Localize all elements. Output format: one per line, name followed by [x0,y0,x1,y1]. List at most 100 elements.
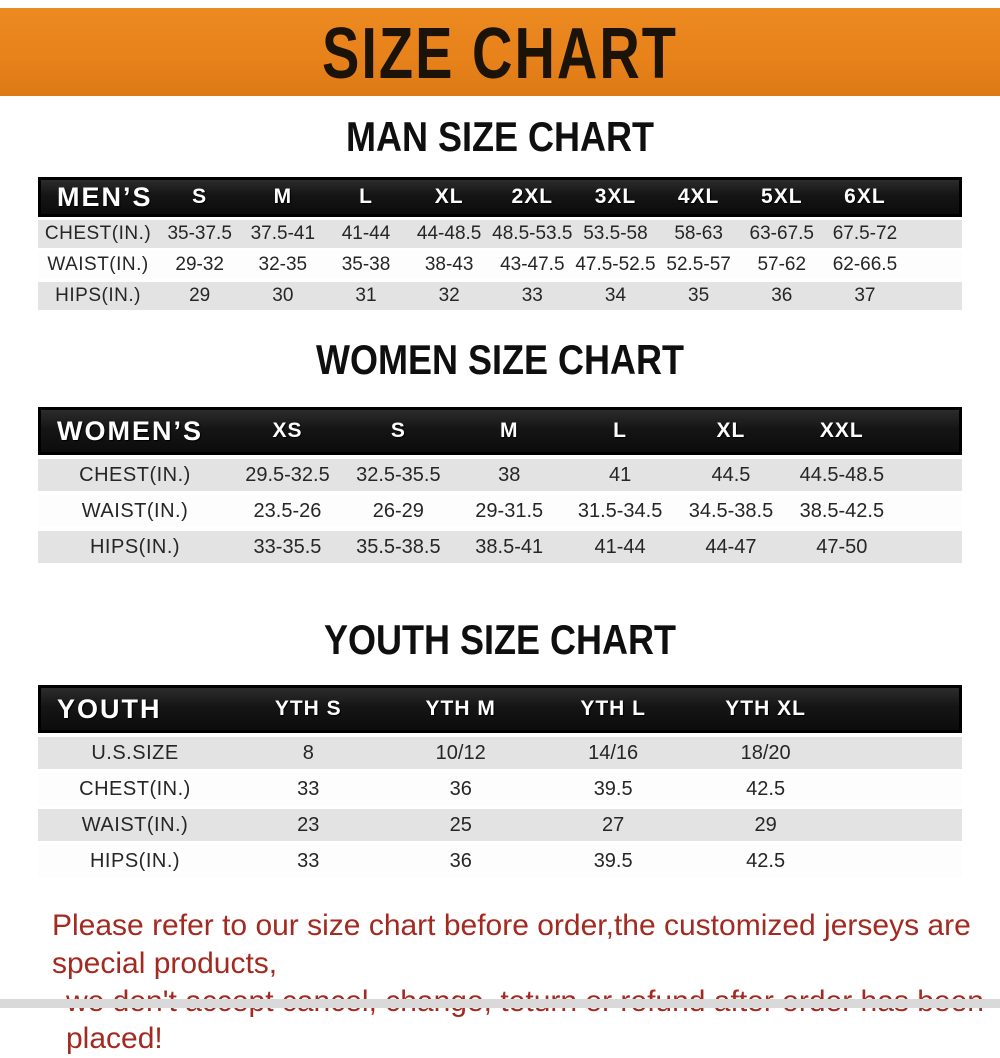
size-cell: 10/12 [384,737,537,769]
spacer-cell [841,737,962,769]
size-cell: 8 [232,737,385,769]
women-column-header: S [342,407,454,455]
size-cell: 38-43 [407,251,491,279]
women-size-chart-heading: WOMEN SIZE CHART [0,335,1000,383]
size-chart-sections: MAN SIZE CHART MEN’S S M L XL 2XL 3XL 4XL 5XL 6XL C… [0,112,1000,881]
youth-column-header: YTH M [384,685,537,733]
man-column-header: L [324,177,408,217]
bottom-strip [0,999,1000,1008]
size-cell: 32-35 [241,251,325,279]
banner: SIZE CHART [0,8,1000,96]
youth-table-row: HIPS(IN.) 33 36 39.5 42.5 [38,845,962,877]
man-column-header: 6XL [823,177,907,217]
size-chart-page: SIZE CHART MAN SIZE CHART MEN’S S M L XL 2XL 3X… [0,8,1000,1058]
size-cell: 41-44 [564,531,676,563]
size-cell: 35 [657,282,741,310]
size-cell: 33-35.5 [232,531,343,563]
spacer-cell [841,845,962,877]
row-label: HIPS(IN.) [38,845,233,877]
size-cell: 14/16 [536,737,690,769]
size-cell: 42.5 [689,773,842,805]
size-cell: 41-44 [324,220,408,248]
women-table-row: CHEST(IN.) 29.5-32.5 32.5-35.5 38 41 44.5 44.5… [38,459,962,491]
size-cell: 52.5-57 [657,251,741,279]
size-cell: 25 [384,809,537,841]
women-header-row: WOMEN’S XS S M L XL XXL [38,407,962,455]
man-table-row: HIPS(IN.) 29 30 31 32 33 34 35 36 37 [38,282,962,310]
youth-column-header: YTH L [536,685,690,733]
man-column-header: 2XL [490,177,574,217]
spacer-cell [841,773,962,805]
youth-header-row: YOUTH YTH S YTH M YTH L YTH XL [38,685,962,733]
size-cell: 38.5-41 [453,531,565,563]
size-cell: 47.5-52.5 [573,251,658,279]
man-column-header: XL [407,177,491,217]
size-cell: 58-63 [657,220,741,248]
man-column-header: M [241,177,325,217]
man-column-header: S [158,177,242,217]
man-table-row: WAIST(IN.) 29-32 32-35 35-38 38-43 43-47.5 47.… [38,251,962,279]
row-label: WAIST(IN.) [38,809,233,841]
size-cell: 38.5-42.5 [786,495,898,527]
size-cell: 41 [564,459,676,491]
size-cell: 35.5-38.5 [342,531,454,563]
man-column-header: 4XL [657,177,741,217]
youth-heading-text: YOUTH SIZE CHART [323,615,676,663]
youth-table-row: WAIST(IN.) 23 25 27 29 [38,809,962,841]
size-cell: 44.5-48.5 [786,459,898,491]
row-label: CHEST(IN.) [38,220,159,248]
row-label: WAIST(IN.) [38,495,233,527]
size-cell: 37 [823,282,907,310]
size-cell: 43-47.5 [490,251,574,279]
man-table-label: MEN’S [38,177,159,217]
youth-size-chart-heading: YOUTH SIZE CHART [0,615,1000,663]
row-label: U.S.SIZE [38,737,233,769]
spacer-cell [897,531,962,563]
size-cell: 39.5 [536,773,690,805]
row-label: CHEST(IN.) [38,773,233,805]
spacer-cell [841,809,962,841]
women-table-row: HIPS(IN.) 33-35.5 35.5-38.5 38.5-41 41-44 44-… [38,531,962,563]
size-cell: 35-37.5 [158,220,242,248]
women-heading-text: WOMEN SIZE CHART [316,335,684,383]
size-cell: 27 [536,809,690,841]
size-cell: 57-62 [740,251,824,279]
row-label: HIPS(IN.) [38,531,233,563]
women-column-header: XS [232,407,343,455]
size-cell: 53.5-58 [573,220,658,248]
size-cell: 35-38 [324,251,408,279]
size-cell: 37.5-41 [241,220,325,248]
size-cell: 26-29 [342,495,454,527]
women-column-header: XL [675,407,787,455]
man-size-table: MEN’S S M L XL 2XL 3XL 4XL 5XL 6XL CHEST(IN.) 35-37… [38,174,962,313]
size-cell: 29-32 [158,251,242,279]
women-column-header: XXL [786,407,898,455]
size-cell: 38 [453,459,565,491]
size-cell: 30 [241,282,325,310]
size-cell: 47-50 [786,531,898,563]
size-cell: 36 [384,773,537,805]
youth-column-header: YTH S [232,685,385,733]
banner-title: SIZE CHART [322,11,678,93]
spacer-cell [906,251,962,279]
man-heading-text: MAN SIZE CHART [346,112,654,160]
size-cell: 23.5-26 [232,495,343,527]
size-cell: 63-67.5 [740,220,824,248]
size-cell: 29 [158,282,242,310]
man-size-chart-heading: MAN SIZE CHART [0,112,1000,160]
spacer-cell [906,220,962,248]
spacer-cell [897,495,962,527]
women-column-header: L [564,407,676,455]
disclaimer-line2: we don't accept cancel, change, teturn o… [66,985,984,1056]
size-cell: 32.5-35.5 [342,459,454,491]
size-cell: 48.5-53.5 [490,220,574,248]
size-cell: 36 [384,845,537,877]
size-cell: 18/20 [689,737,842,769]
row-label: HIPS(IN.) [38,282,159,310]
women-table-row: WAIST(IN.) 23.5-26 26-29 29-31.5 31.5-34.5 34… [38,495,962,527]
size-cell: 23 [232,809,385,841]
disclaimer-line1: Please refer to our size chart before or… [52,909,971,980]
size-cell: 33 [232,845,385,877]
size-cell: 29 [689,809,842,841]
man-header-row: MEN’S S M L XL 2XL 3XL 4XL 5XL 6XL [38,177,962,217]
